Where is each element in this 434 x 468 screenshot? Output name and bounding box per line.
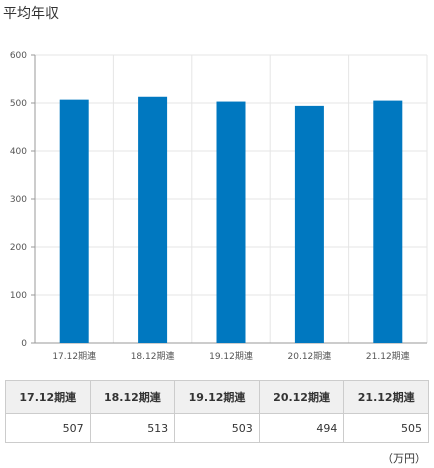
table-header-cell: 20.12期連 (258, 380, 345, 414)
table-cell: 494 (258, 413, 345, 443)
table-header-row: 17.12期連 18.12期連 19.12期連 20.12期連 21.12期連 (5, 380, 429, 414)
y-tick-label: 500 (10, 99, 27, 109)
table-cell: 507 (5, 413, 91, 443)
bar-chart: 0 100 200 300 400 500 600 17.12期連 18.12期連 19.12期連… (10, 51, 428, 362)
x-tick-label: 17.12期連 (52, 350, 96, 362)
bar (294, 105, 324, 343)
data-table: 17.12期連 18.12期連 19.12期連 20.12期連 21.12期連 … (5, 380, 429, 443)
table-header-cell: 21.12期連 (343, 380, 429, 414)
x-tick-label: 19.12期連 (209, 350, 253, 362)
y-tick-label: 300 (10, 195, 27, 205)
x-tick-label: 20.12期連 (288, 350, 332, 362)
y-tick-label: 400 (10, 147, 27, 157)
y-tick-label: 600 (10, 51, 27, 61)
y-tick-label: 200 (10, 243, 27, 253)
x-tick-label: 18.12期連 (131, 350, 175, 362)
table-header-cell: 19.12期連 (174, 380, 260, 414)
table-header-cell: 18.12期連 (89, 380, 176, 414)
table-cell: 503 (174, 413, 260, 443)
bar (138, 96, 168, 343)
bar (59, 99, 89, 343)
bar (216, 101, 246, 343)
y-tick-label: 100 (10, 291, 27, 301)
table-header-cell: 17.12期連 (5, 380, 91, 414)
table-row: 507 513 503 494 505 (5, 413, 429, 443)
chart-title: 平均年収 (3, 6, 59, 22)
bar (373, 100, 403, 343)
x-tick-label: 21.12期連 (366, 350, 410, 362)
y-tick-label: 0 (21, 339, 27, 349)
table-cell: 513 (89, 413, 176, 443)
unit-label: （万円） (382, 452, 426, 465)
table-cell: 505 (343, 413, 429, 443)
